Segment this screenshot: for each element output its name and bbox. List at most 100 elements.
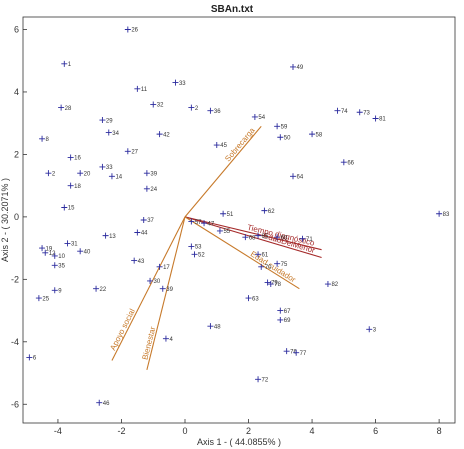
point-64	[159, 285, 166, 292]
point-66	[35, 295, 42, 302]
point-label-15: 34	[112, 131, 119, 137]
point-27	[108, 173, 115, 180]
point-label-52: 52	[198, 253, 205, 259]
y-tick-label-5: -4	[11, 337, 19, 347]
point-label-46: 31	[71, 242, 78, 248]
point-65	[51, 287, 58, 294]
vector-label-5: Bienestar	[140, 325, 157, 360]
x-tick-label-5: 6	[373, 426, 378, 436]
point-label-51: 53	[195, 245, 202, 251]
point-label-25: 2	[52, 171, 56, 177]
point-label-77: 46	[103, 401, 110, 407]
point-46	[64, 240, 71, 247]
point-53	[255, 251, 262, 258]
point-48	[39, 245, 46, 252]
x-tick-label-6: 8	[437, 426, 442, 436]
point-label-8: 74	[341, 109, 348, 115]
x-tick-label-3: 2	[246, 426, 251, 436]
plot-frame	[22, 16, 456, 424]
point-label-57: 75	[281, 262, 288, 268]
x-tick-label-2: 0	[182, 426, 187, 436]
point-label-24: 66	[347, 160, 354, 166]
point-41	[255, 232, 262, 239]
vector-3	[184, 216, 300, 290]
y-tick-label-0: 6	[14, 24, 19, 34]
point-label-69: 69	[284, 318, 291, 324]
point-75	[26, 354, 33, 361]
point-label-39: 55	[223, 229, 230, 235]
y-tick-label-4: -2	[11, 274, 19, 284]
point-label-4: 11	[141, 87, 148, 93]
point-52	[191, 251, 198, 258]
point-55	[51, 262, 58, 269]
point-16	[156, 131, 163, 138]
point-label-63: 22	[100, 287, 107, 293]
point-label-58: 70	[265, 265, 272, 271]
point-22	[67, 154, 74, 161]
point-label-17: 50	[284, 135, 291, 141]
point-70	[207, 323, 214, 330]
point-label-48: 19	[46, 246, 53, 252]
point-label-45: 13	[109, 234, 116, 240]
point-68	[277, 307, 284, 314]
point-label-5: 32	[157, 103, 164, 109]
x-tick-label-0: -4	[54, 426, 62, 436]
point-label-26: 20	[84, 171, 91, 177]
point-label-49: 12	[49, 251, 56, 257]
x-tick-label-4: 4	[310, 426, 315, 436]
point-label-66: 25	[42, 296, 49, 302]
point-label-37: 57	[195, 220, 202, 226]
point-25	[45, 170, 52, 177]
point-10	[372, 115, 379, 122]
point-2	[290, 63, 296, 70]
point-label-67: 63	[252, 296, 259, 302]
x-axis-label: Axis 1 - ( 44.0855% )	[197, 437, 281, 447]
point-label-53: 61	[262, 253, 269, 259]
point-26	[77, 170, 84, 177]
point-33	[261, 207, 268, 214]
point-label-11: 28	[65, 106, 72, 112]
point-1	[61, 60, 68, 67]
point-label-32: 15	[68, 206, 75, 212]
point-label-38: 47	[208, 221, 215, 227]
point-4	[134, 85, 141, 92]
point-62	[147, 277, 154, 284]
point-11	[58, 104, 65, 111]
point-label-9: 73	[363, 110, 370, 116]
point-label-70: 48	[214, 324, 221, 330]
point-35	[436, 210, 443, 217]
point-49	[42, 249, 49, 256]
point-6	[188, 104, 195, 111]
point-19	[39, 135, 46, 142]
point-71	[366, 326, 373, 333]
point-label-75: 6	[33, 356, 37, 362]
point-34	[220, 210, 227, 217]
point-50	[51, 252, 58, 259]
x-tick-label-1: -2	[117, 426, 125, 436]
point-74	[293, 349, 300, 356]
point-label-14: 59	[281, 125, 288, 131]
point-15	[105, 129, 112, 136]
point-label-68: 67	[284, 309, 291, 315]
point-label-56: 17	[163, 265, 170, 271]
chart-title: SBAn.txt	[211, 4, 254, 15]
y-tick-label-1: 4	[14, 87, 19, 97]
point-label-60: 78	[274, 282, 281, 288]
point-label-42: 60	[281, 235, 288, 241]
point-label-41: 65	[262, 234, 269, 240]
point-31	[143, 185, 150, 192]
point-label-71: 3	[373, 328, 377, 334]
point-24	[340, 159, 347, 166]
point-label-36: 37	[147, 218, 154, 224]
point-8	[334, 107, 341, 114]
point-label-19: 8	[46, 137, 50, 143]
point-47	[77, 248, 84, 255]
point-45	[102, 232, 109, 239]
point-76	[255, 376, 262, 383]
point-30	[67, 182, 74, 189]
point-label-59: 79	[271, 281, 278, 287]
point-label-64: 39	[166, 287, 173, 293]
point-67	[245, 295, 252, 302]
